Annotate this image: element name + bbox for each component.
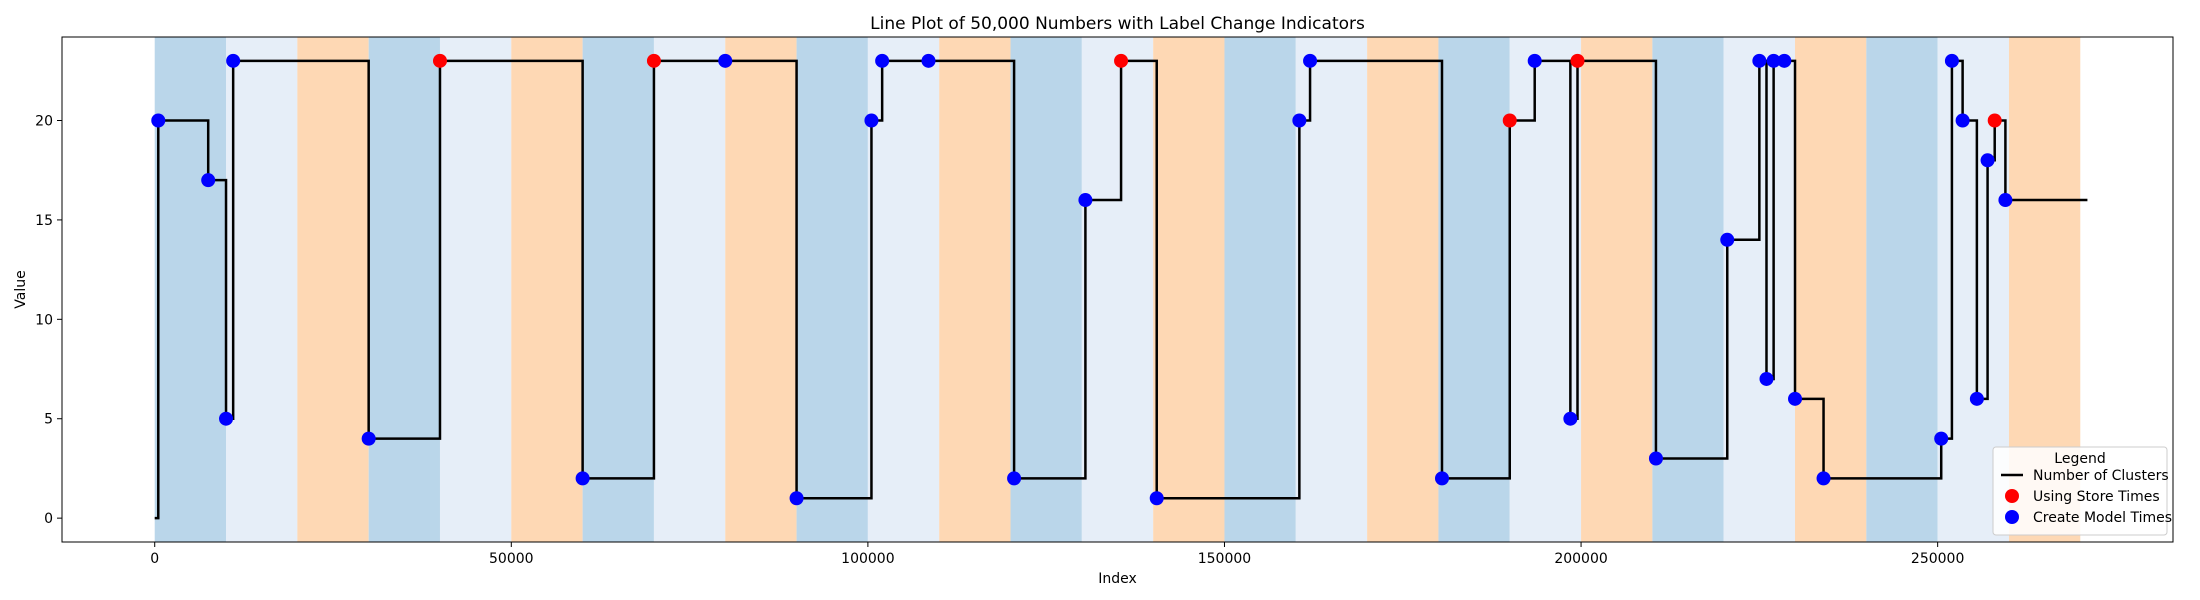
point-create-model-times-20 xyxy=(1720,232,1735,247)
background-band-11 xyxy=(939,37,1011,542)
y-axis-ticks: 0 5 10 15 20 xyxy=(35,114,62,527)
point-create-model-times-13 xyxy=(1149,491,1164,506)
series-points-layer xyxy=(151,53,2013,506)
background-band-3 xyxy=(368,37,440,542)
legend-entry-create-model-times: Create Model Times xyxy=(2033,510,2172,526)
background-band-21 xyxy=(1652,37,1724,542)
point-create-model-times-24 xyxy=(1777,53,1792,68)
point-using-store-times-0 xyxy=(432,53,447,68)
point-create-model-times-30 xyxy=(1969,391,1984,406)
background-band-20 xyxy=(1581,37,1653,542)
x-tick-label-4: 200000 xyxy=(1554,551,1607,567)
y-tick-label-1: 5 xyxy=(44,412,53,428)
chart-title: Line Plot of 50,000 Numbers with Label C… xyxy=(870,14,1365,34)
legend-entry-number-of-clusters: Number of Clusters xyxy=(2033,468,2169,484)
x-axis-ticks: 0 50000 100000 150000 200000 250000 xyxy=(150,542,1964,567)
x-tick-label-3: 150000 xyxy=(1198,551,1251,567)
point-using-store-times-1 xyxy=(646,53,661,68)
background-band-17 xyxy=(1367,37,1439,542)
point-using-store-times-4 xyxy=(1570,53,1585,68)
background-band-14 xyxy=(1153,37,1225,542)
point-create-model-times-25 xyxy=(1788,391,1803,406)
x-tick-label-5: 250000 xyxy=(1911,551,1964,567)
background-band-10 xyxy=(867,37,940,542)
point-create-model-times-10 xyxy=(921,53,936,68)
point-using-store-times-2 xyxy=(1114,53,1129,68)
y-tick-label-2: 10 xyxy=(35,312,53,328)
point-create-model-times-0 xyxy=(151,113,166,128)
y-axis-label: Value xyxy=(13,270,29,308)
point-create-model-times-4 xyxy=(361,431,376,446)
point-create-model-times-14 xyxy=(1292,113,1307,128)
x-tick-label-0: 0 xyxy=(150,551,159,567)
x-tick-label-2: 100000 xyxy=(841,551,894,567)
background-band-16 xyxy=(1295,37,1368,542)
point-using-store-times-5 xyxy=(1987,113,2002,128)
background-band-9 xyxy=(796,37,868,542)
point-create-model-times-11 xyxy=(1007,471,1022,486)
background-band-5 xyxy=(511,37,583,542)
plot-frame xyxy=(61,36,2174,543)
point-create-model-times-19 xyxy=(1648,451,1663,466)
point-create-model-times-26 xyxy=(1816,471,1831,486)
point-create-model-times-27 xyxy=(1934,431,1949,446)
background-band-12 xyxy=(1010,37,1082,542)
point-create-model-times-32 xyxy=(1998,193,2013,208)
y-tick-label-4: 20 xyxy=(35,114,53,130)
point-using-store-times-3 xyxy=(1502,113,1517,128)
x-axis-label: Index xyxy=(1098,571,1137,587)
point-create-model-times-21 xyxy=(1752,53,1767,68)
point-create-model-times-28 xyxy=(1944,53,1959,68)
background-band-24 xyxy=(1866,37,1938,542)
background-bands xyxy=(154,37,2081,542)
point-create-model-times-5 xyxy=(575,471,590,486)
background-band-4 xyxy=(439,37,512,542)
background-band-15 xyxy=(1224,37,1296,542)
background-band-6 xyxy=(582,37,654,542)
point-create-model-times-7 xyxy=(789,491,804,506)
background-band-7 xyxy=(653,37,726,542)
point-create-model-times-15 xyxy=(1303,53,1318,68)
background-band-13 xyxy=(1081,37,1154,542)
point-create-model-times-9 xyxy=(875,53,890,68)
point-create-model-times-6 xyxy=(718,53,733,68)
point-create-model-times-12 xyxy=(1078,193,1093,208)
point-create-model-times-23 xyxy=(1766,53,1781,68)
point-create-model-times-29 xyxy=(1955,113,1970,128)
y-tick-label-3: 15 xyxy=(35,213,53,229)
point-create-model-times-8 xyxy=(864,113,879,128)
background-band-23 xyxy=(1795,37,1867,542)
legend-entry-using-store-times: Using Store Times xyxy=(2033,489,2160,505)
point-create-model-times-18 xyxy=(1563,411,1578,426)
point-create-model-times-1 xyxy=(201,173,216,188)
point-create-model-times-22 xyxy=(1759,371,1774,386)
legend-box xyxy=(1992,446,2168,536)
background-band-2 xyxy=(297,37,369,542)
legend-swatch-create-model-times xyxy=(2005,510,2019,524)
point-create-model-times-3 xyxy=(226,53,241,68)
y-tick-label-0: 0 xyxy=(44,511,53,527)
point-create-model-times-16 xyxy=(1434,471,1449,486)
background-band-1 xyxy=(226,37,298,542)
point-create-model-times-2 xyxy=(219,411,234,426)
legend-title: Legend xyxy=(2054,451,2105,467)
background-band-8 xyxy=(725,37,797,542)
legend-swatch-using-store-times xyxy=(2005,489,2019,503)
legend: Legend Number of Clusters Using Store Ti… xyxy=(1992,446,2172,536)
point-create-model-times-31 xyxy=(1980,153,1995,168)
background-band-18 xyxy=(1438,37,1510,542)
x-tick-label-1: 50000 xyxy=(489,551,534,567)
point-create-model-times-17 xyxy=(1527,53,1542,68)
background-band-0 xyxy=(154,37,227,542)
